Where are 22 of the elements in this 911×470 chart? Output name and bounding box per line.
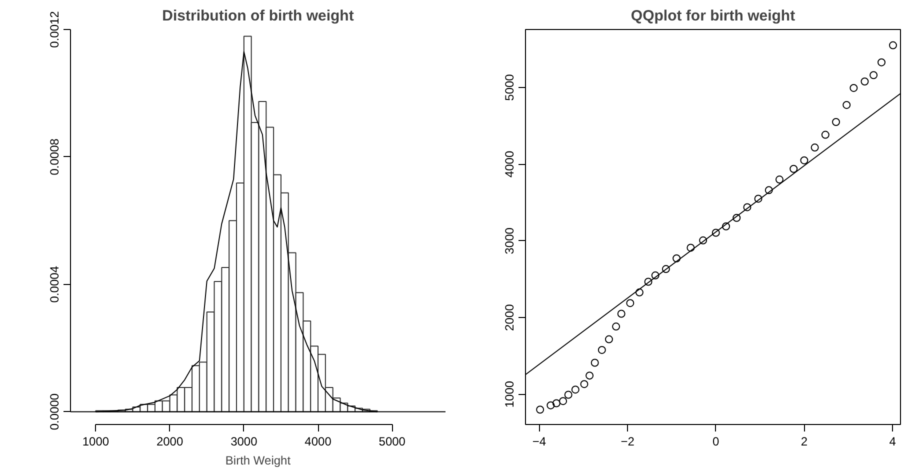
x-tick-label: 4 (889, 434, 896, 448)
y-tick-label: 0.0012 (48, 10, 62, 48)
x-tick-label: −2 (620, 434, 635, 448)
x-axis-title: Birth Weight (225, 454, 292, 468)
x-tick-label: 2 (800, 434, 808, 448)
y-tick-label: 4000 (502, 150, 516, 178)
x-tick-label: 0 (712, 434, 720, 448)
y-tick-label: 0.0000 (48, 393, 62, 430)
y-tick-label: 0.0004 (48, 266, 62, 303)
y-tick-label: 3000 (502, 227, 516, 254)
chart-title: QQplot for birth weight (630, 8, 796, 24)
y-tick-label: 5000 (502, 74, 516, 101)
x-tick-label: 3000 (230, 434, 258, 448)
y-tick-label: 1000 (502, 380, 516, 408)
y-tick-label: 2000 (502, 304, 516, 331)
x-tick-label: −4 (532, 434, 546, 448)
x-tick-label: 2000 (156, 434, 184, 448)
chart-title: Distribution of birth weight (162, 8, 354, 24)
x-tick-label: 1000 (82, 434, 110, 448)
x-tick-label: 4000 (304, 434, 332, 448)
x-tick-label: 5000 (378, 434, 406, 448)
y-tick-label: 0.0008 (48, 138, 62, 176)
